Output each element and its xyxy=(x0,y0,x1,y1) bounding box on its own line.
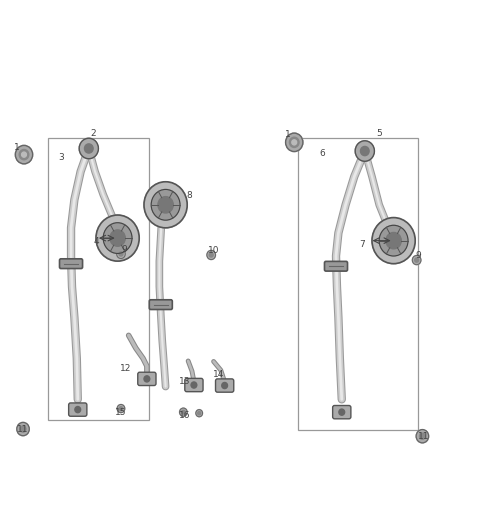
Circle shape xyxy=(144,376,150,382)
Text: 11: 11 xyxy=(418,432,429,441)
Text: 6: 6 xyxy=(320,149,325,158)
Circle shape xyxy=(286,133,303,152)
Text: 10: 10 xyxy=(208,246,219,255)
FancyBboxPatch shape xyxy=(185,378,203,392)
Circle shape xyxy=(420,433,425,439)
Text: 15: 15 xyxy=(115,408,127,417)
Circle shape xyxy=(415,258,419,262)
Circle shape xyxy=(103,223,132,253)
Circle shape xyxy=(119,407,123,411)
Circle shape xyxy=(79,138,98,159)
Text: 2: 2 xyxy=(91,129,96,138)
Circle shape xyxy=(292,140,297,145)
Text: 1: 1 xyxy=(14,143,20,152)
Circle shape xyxy=(119,252,123,256)
Circle shape xyxy=(117,404,125,413)
Circle shape xyxy=(209,253,213,257)
Circle shape xyxy=(379,225,408,256)
Circle shape xyxy=(75,407,81,413)
Circle shape xyxy=(222,382,228,389)
Circle shape xyxy=(207,250,216,260)
Text: 1: 1 xyxy=(285,130,291,139)
Text: 14: 14 xyxy=(213,370,224,379)
Circle shape xyxy=(416,430,429,443)
Circle shape xyxy=(110,230,125,246)
Text: 9: 9 xyxy=(416,251,421,261)
Text: 5: 5 xyxy=(376,129,382,138)
Circle shape xyxy=(151,189,180,220)
Circle shape xyxy=(15,145,33,164)
Circle shape xyxy=(191,382,197,388)
Circle shape xyxy=(196,410,203,417)
Circle shape xyxy=(22,152,26,157)
Circle shape xyxy=(117,249,125,259)
FancyBboxPatch shape xyxy=(216,379,234,392)
FancyBboxPatch shape xyxy=(149,300,172,309)
Circle shape xyxy=(339,409,345,415)
Text: 9: 9 xyxy=(121,245,127,254)
Bar xyxy=(48,138,149,420)
Circle shape xyxy=(360,146,369,156)
Circle shape xyxy=(144,182,187,228)
FancyBboxPatch shape xyxy=(333,406,351,419)
Text: 16: 16 xyxy=(179,411,191,420)
Circle shape xyxy=(17,422,29,436)
Circle shape xyxy=(198,412,201,415)
Circle shape xyxy=(84,144,93,153)
Circle shape xyxy=(19,150,29,160)
Circle shape xyxy=(412,255,421,265)
Text: 11: 11 xyxy=(17,424,29,434)
Text: 7: 7 xyxy=(360,240,365,249)
Circle shape xyxy=(181,410,185,414)
Circle shape xyxy=(20,426,26,432)
Text: 4: 4 xyxy=(93,237,99,246)
Bar xyxy=(298,138,418,430)
Text: 8: 8 xyxy=(187,191,192,200)
Circle shape xyxy=(355,141,374,161)
FancyBboxPatch shape xyxy=(60,259,83,268)
Circle shape xyxy=(386,232,401,249)
Circle shape xyxy=(289,137,299,147)
Text: 3: 3 xyxy=(59,153,64,162)
Circle shape xyxy=(372,218,415,264)
FancyBboxPatch shape xyxy=(138,372,156,386)
Text: 12: 12 xyxy=(120,364,132,373)
Circle shape xyxy=(96,215,139,261)
Text: 13: 13 xyxy=(179,377,191,386)
Circle shape xyxy=(158,197,173,213)
FancyBboxPatch shape xyxy=(69,403,87,416)
Circle shape xyxy=(180,408,187,416)
FancyBboxPatch shape xyxy=(324,261,348,271)
